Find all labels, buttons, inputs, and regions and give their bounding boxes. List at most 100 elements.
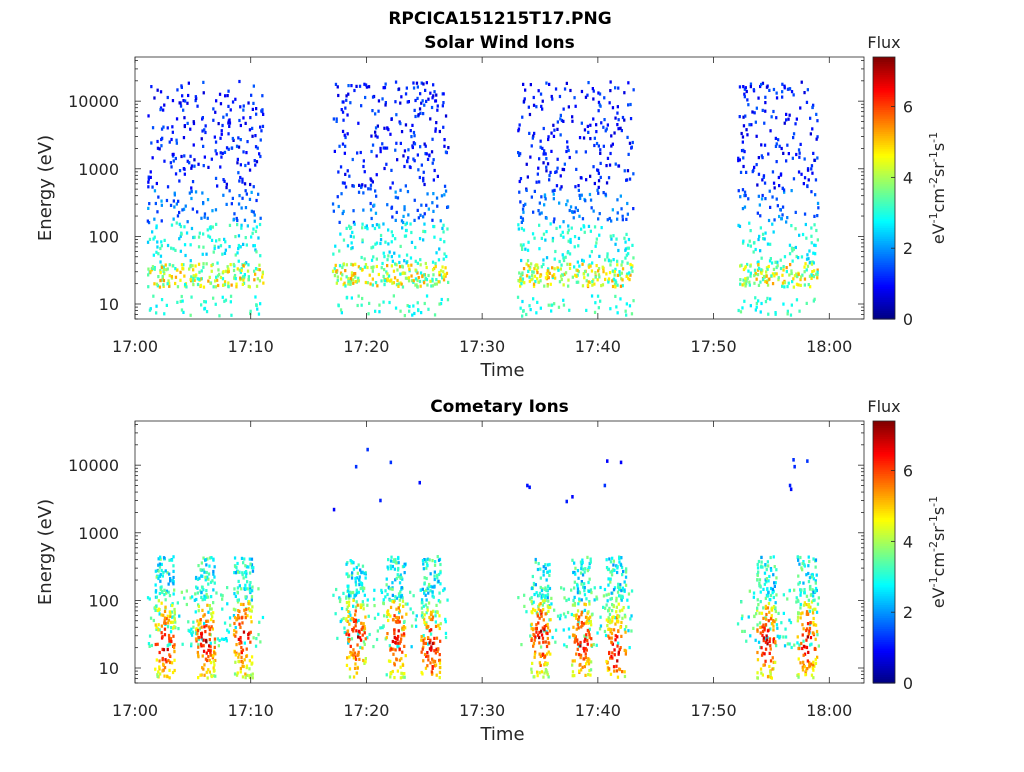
data-cell [202,667,205,671]
data-cell [352,184,355,188]
data-cell [760,143,763,147]
data-cell [745,128,748,132]
colorbar-segment [873,281,895,285]
data-cell [774,136,777,140]
data-cell [549,222,552,226]
data-cell [239,639,242,643]
data-cell [383,255,386,259]
data-cell [529,83,532,87]
data-cell [577,602,580,606]
data-cell [816,270,819,274]
data-cell [259,640,262,644]
data-cell [616,211,619,215]
data-cell [816,135,819,139]
data-cell [241,282,244,286]
data-cell [183,172,186,176]
data-cell [337,304,340,308]
data-cell [437,258,441,262]
data-cell [425,588,428,592]
data-cell [597,269,600,273]
data-cell [616,283,619,287]
data-cell [545,644,549,649]
data-cell [431,657,434,661]
data-cell [208,658,211,662]
data-cell [599,104,602,108]
data-cell [630,312,634,316]
data-cell [533,592,536,597]
data-cell [599,161,602,165]
data-cell [374,309,377,313]
data-cell [759,625,762,629]
data-cell [760,256,763,260]
data-cell [624,240,627,244]
data-cell [537,633,540,637]
data-cell [597,100,601,104]
data-cell [383,126,386,130]
data-cell [361,183,364,187]
data-cell [248,667,251,671]
data-cell [151,230,154,234]
data-cell [605,566,609,570]
data-cell [582,136,586,140]
data-cell [598,627,602,631]
data-cell [371,224,374,228]
data-cell [171,603,174,608]
data-cell [584,673,587,677]
data-cell [216,278,219,282]
data-cell [407,276,410,280]
data-cell [397,575,400,579]
data-cell [805,236,808,240]
data-cell [427,624,430,629]
data-cell [420,81,423,85]
data-cell [429,91,432,95]
data-cell [788,273,791,277]
data-cell [168,642,171,646]
data-cell [573,265,576,269]
data-cell [439,600,442,604]
data-cell [438,614,441,618]
data-cell [615,596,618,600]
data-cell [621,595,624,599]
data-cell [153,96,156,100]
data-cell [415,614,418,618]
data-cell [197,235,201,239]
data-cell [573,235,577,239]
data-cell [341,211,344,216]
data-cell [753,614,756,618]
data-cell [533,131,536,135]
data-cell [596,278,599,282]
data-cell [553,608,556,612]
data-cell [387,585,390,589]
data-cell [425,558,428,562]
data-cell [396,637,399,641]
data-cell [797,657,800,661]
data-cell [176,300,179,304]
data-cell [227,630,230,634]
data-cell [766,267,769,271]
data-cell [618,585,622,590]
colorbar-segment [873,292,895,296]
data-cell [246,269,250,273]
data-cell [166,243,170,248]
data-cell [575,280,578,284]
data-cell [538,201,541,205]
data-cell [544,563,547,567]
data-cell [744,193,747,198]
data-cell [336,275,339,279]
x-axis-label: Time [479,724,524,745]
data-cell [392,647,395,651]
data-cell [602,594,606,598]
data-cell [199,277,202,281]
data-cell [624,256,627,260]
data-cell [412,81,415,85]
data-cell [418,279,422,284]
data-cell [751,170,754,174]
data-cell [521,277,525,281]
data-cell [752,591,756,595]
data-cell [421,99,424,103]
data-cell [760,646,763,650]
data-cell [256,277,259,281]
data-cell [232,607,236,611]
data-cell [568,252,572,256]
data-cell [401,271,404,275]
